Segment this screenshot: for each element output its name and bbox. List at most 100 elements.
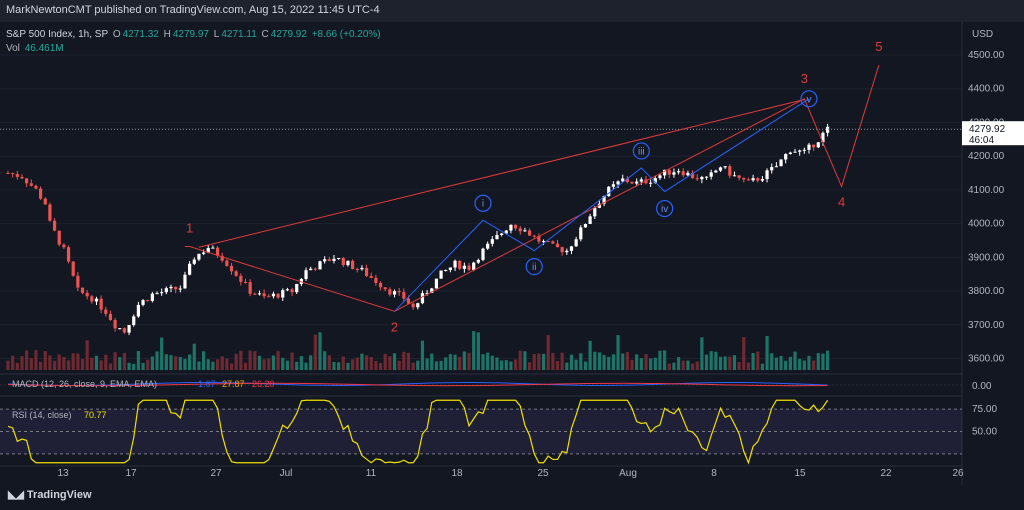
volume-bar [192,343,196,370]
volume-bar [299,356,303,370]
price-tick-label: 3900.00 [968,252,1005,263]
candle-body [136,304,140,317]
candle-body [490,239,494,244]
price-tick-label: 4200.00 [968,151,1005,162]
elliott-red-label: 3 [801,71,808,86]
candle-body [476,259,480,263]
volume-bar [178,356,182,370]
change-value: +8.66 (+0.20%) [311,29,381,40]
tradingview-logo-icon: ◣◢ [8,489,24,501]
time-tick-label: 26 [952,468,964,479]
candle-body [25,178,29,184]
volume-bar [57,354,61,370]
candle-body [723,166,727,168]
candle-body [253,293,257,295]
volume-bar [476,332,480,370]
volume-bar [495,357,499,370]
candle-body [728,166,732,176]
macd-signal-line [7,382,828,387]
candle-body [285,289,290,291]
candle-body [541,241,546,243]
candle-body [481,248,485,260]
candle-body [658,175,662,179]
volume-bar [71,353,75,370]
candle-body [141,300,145,305]
volume-bar [784,360,788,370]
candle-body [309,268,313,271]
volume-bar [667,363,671,370]
candle-body [411,303,415,308]
volume-bar [616,335,620,370]
candle-body [434,278,439,289]
candle-body [341,258,345,266]
candle-body [667,169,671,175]
volume-bar [704,354,709,370]
volume-bar [281,357,285,370]
candle-body [709,172,713,177]
candle-body [295,284,299,293]
candle-body [742,177,746,180]
candle-body [257,293,262,295]
elliott-blue-circle [656,199,674,218]
symbol-name[interactable]: S&P 500 Index, 1h, SP [6,29,109,40]
candle-body [11,173,15,175]
candle-body [565,250,569,253]
volume-bar [676,357,681,370]
time-tick-label: 27 [210,468,222,479]
volume-bar [85,340,89,370]
candle-body [616,181,620,185]
tradingview-logo[interactable]: ◣◢ TradingView [8,488,92,501]
low-label: L [213,29,220,40]
elliott-blue-circle [800,90,818,108]
candle-body [653,178,657,183]
candle-body [327,259,331,261]
volume-bar [25,350,29,370]
volume-bar [681,360,685,370]
candle-body [751,178,755,181]
candle-body [630,182,634,184]
candle-body [90,296,94,302]
volume-bar [770,353,774,370]
candle-body [537,235,541,242]
volume-bar [416,360,420,370]
candle-body [243,281,248,283]
candle-body [555,243,560,248]
volume-bar [602,355,606,370]
candle-body [607,186,611,197]
volume-bar [635,354,639,370]
volume-bar [132,363,136,370]
candle-body [602,196,606,204]
candle-body [420,293,425,304]
volume-bar [779,355,783,370]
candle-body [76,275,80,288]
volume-bar [383,353,387,370]
price-tick-label: 4400.00 [968,84,1005,95]
macd-value-1: 1.67 [198,379,216,389]
volume-bar [458,356,462,370]
candle-body [732,175,737,177]
candle-body [99,298,103,310]
elliott-red-wave [184,64,880,312]
low-value: 4271.11 [221,29,257,40]
candle-body [700,176,704,180]
volume-bar [607,356,611,370]
time-tick-label: Jul [280,468,293,479]
candle-body [271,293,276,297]
elliott-red-label: 4 [838,195,845,210]
candle-body [444,269,448,271]
candle-body [188,263,192,275]
volume-bar [29,358,33,370]
candle-body [495,234,499,240]
candle-body [239,275,243,282]
candle-body [34,185,38,189]
candle-body [593,207,597,217]
volume-bar [309,355,313,370]
elliott-blue-circle [525,257,543,276]
macd-label: MACD (12, 26, close, 9, EMA, EMA) [12,379,157,389]
candle-body [113,320,117,329]
candle-body [276,293,280,298]
volume-bar [392,353,397,370]
volume-bar [695,361,699,370]
volume-bar [239,350,243,370]
